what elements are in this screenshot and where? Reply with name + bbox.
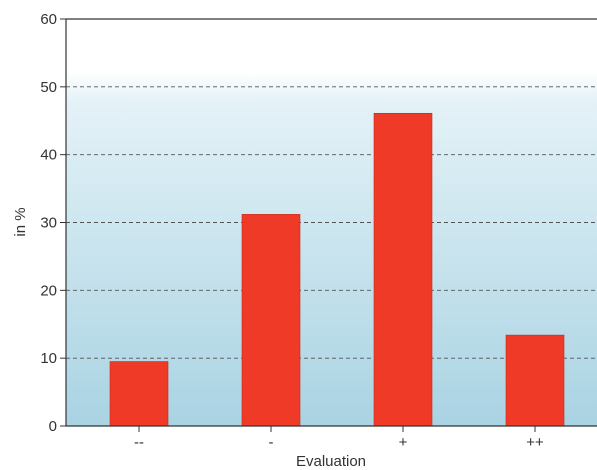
- bar: [109, 361, 169, 427]
- x-tick-label: --: [134, 434, 144, 451]
- y-tick-label: 60: [40, 11, 57, 28]
- y-axis-label: in %: [12, 207, 29, 236]
- y-tick-label: 50: [40, 79, 57, 96]
- y-tick-label: 10: [40, 350, 57, 367]
- x-tick-label: +: [399, 434, 408, 451]
- y-tick-label: 20: [40, 282, 57, 299]
- bar: [505, 334, 565, 427]
- y-tick-labels: 0 10 20 30 40 50 60: [40, 11, 57, 435]
- x-axis-label: Evaluation: [296, 453, 366, 470]
- x-tick-label: ++: [526, 434, 544, 451]
- x-tick-label: -: [269, 434, 274, 451]
- x-tick-labels: -- - + ++: [134, 426, 544, 451]
- y-tick-label: 40: [40, 147, 57, 164]
- y-tick-label: 30: [40, 215, 57, 232]
- y-tick-label: 0: [49, 418, 57, 435]
- bar: [373, 112, 433, 427]
- axes: [65, 18, 597, 427]
- bar: [241, 214, 301, 427]
- bars: [109, 112, 565, 427]
